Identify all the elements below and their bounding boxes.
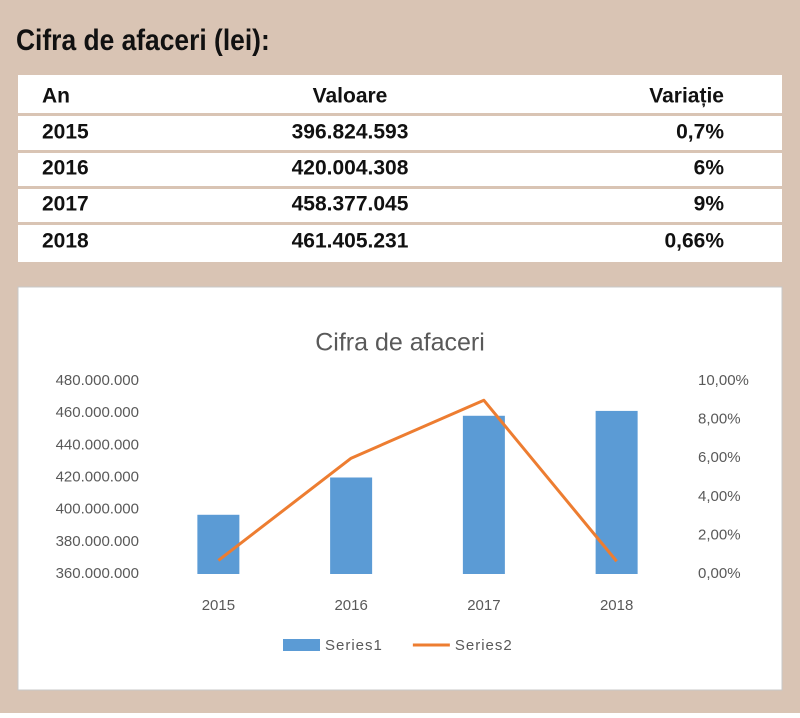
table-cell: 2018 xyxy=(42,230,89,253)
row-separator xyxy=(18,222,782,225)
table-cell: 2016 xyxy=(42,157,89,180)
bar xyxy=(595,410,638,574)
legend-label: Series2 xyxy=(455,637,513,654)
y2-tick-label: 4,00% xyxy=(698,488,741,505)
row-separator xyxy=(18,150,782,153)
table-cell: 9% xyxy=(694,193,725,216)
chart-box xyxy=(17,286,783,691)
table-cell: 420.004.308 xyxy=(292,157,409,180)
y-tick-label: 480.000.000 xyxy=(56,372,139,389)
x-tick-label: 2017 xyxy=(467,597,500,614)
x-tick-label: 2018 xyxy=(600,597,633,614)
bar xyxy=(330,477,373,574)
legend-label: Series1 xyxy=(325,637,383,654)
table-cell: 0,7% xyxy=(676,121,724,144)
y-tick-label: 360.000.000 xyxy=(56,565,139,582)
legend-swatch xyxy=(283,639,320,651)
table-header: An xyxy=(42,85,70,108)
y2-tick-label: 8,00% xyxy=(698,411,741,428)
y-tick-label: 460.000.000 xyxy=(56,404,139,421)
table-cell: 461.405.231 xyxy=(292,230,409,253)
table-cell: 2017 xyxy=(42,193,89,216)
row-separator xyxy=(18,186,782,189)
table-cell: 396.824.593 xyxy=(292,121,409,144)
y2-tick-label: 6,00% xyxy=(698,449,741,466)
bar xyxy=(197,514,240,574)
row-separator xyxy=(18,113,782,116)
bar xyxy=(462,415,505,574)
table-box xyxy=(18,75,782,262)
table-cell: 0,66% xyxy=(664,230,724,253)
page-title: Cifra de afaceri (lei): xyxy=(16,22,270,56)
y2-tick-label: 0,00% xyxy=(698,565,741,582)
table-header: Valoare xyxy=(313,85,388,108)
y-tick-label: 440.000.000 xyxy=(56,436,139,453)
row-separators xyxy=(18,113,782,225)
y-tick-label: 380.000.000 xyxy=(56,533,139,550)
x-tick-label: 2015 xyxy=(202,597,235,614)
y-tick-label: 420.000.000 xyxy=(56,468,139,485)
y-tick-label: 400.000.000 xyxy=(56,501,139,518)
y2-tick-label: 2,00% xyxy=(698,526,741,543)
y2-tick-label: 10,00% xyxy=(698,372,749,389)
table-cell: 6% xyxy=(694,157,725,180)
chart-title: Cifra de afaceri xyxy=(315,329,485,357)
table-cell: 2015 xyxy=(42,121,89,144)
table-cell: 458.377.045 xyxy=(292,193,409,216)
table-header: Variație xyxy=(649,85,724,108)
x-tick-label: 2016 xyxy=(334,597,367,614)
line xyxy=(217,398,618,563)
